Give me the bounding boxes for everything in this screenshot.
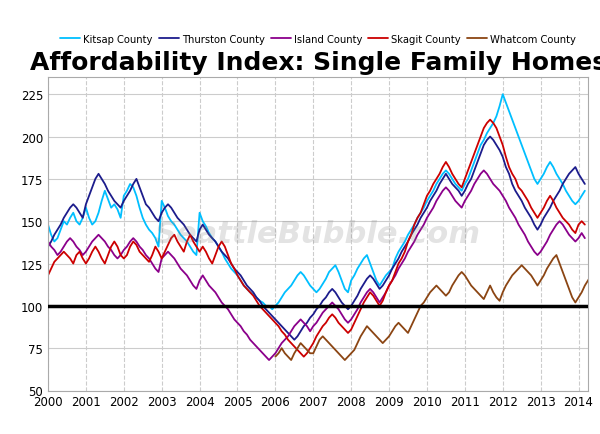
Skagit County: [382, 290, 389, 295]
Kitsap County: [44, 223, 52, 228]
Skagit County: [364, 295, 371, 300]
Kitsap County: [531, 177, 538, 182]
Thurston County: [531, 223, 538, 228]
Skagit County: [487, 118, 494, 123]
Line: Thurston County: Thurston County: [48, 137, 585, 340]
Island County: [44, 240, 52, 245]
Island County: [364, 290, 371, 295]
Thurston County: [142, 202, 149, 207]
Kitsap County: [364, 253, 371, 258]
Island County: [265, 358, 272, 363]
Thurston County: [505, 172, 512, 177]
Text: SeattleBubble.com: SeattleBubble.com: [155, 220, 481, 249]
Skagit County: [505, 165, 512, 170]
Island County: [581, 236, 589, 241]
Thurston County: [44, 244, 52, 250]
Skagit County: [581, 223, 589, 228]
Whatcom County: [553, 253, 560, 258]
Island County: [424, 216, 431, 221]
Line: Whatcom County: Whatcom County: [275, 256, 600, 360]
Thurston County: [364, 276, 371, 282]
Kitsap County: [269, 307, 276, 312]
Thurston County: [382, 278, 389, 283]
Line: Island County: Island County: [48, 171, 585, 360]
Skagit County: [424, 194, 431, 199]
Thurston County: [424, 206, 431, 211]
Skagit County: [531, 210, 538, 216]
Skagit County: [142, 256, 149, 261]
Whatcom County: [364, 324, 371, 329]
Title: Affordability Index: Single Family Homes: Affordability Index: Single Family Homes: [29, 51, 600, 75]
Kitsap County: [382, 273, 389, 278]
Whatcom County: [272, 354, 279, 359]
Kitsap County: [505, 109, 512, 115]
Whatcom County: [354, 341, 361, 346]
Legend: Kitsap County, Thurston County, Island County, Skagit County, Whatcom County: Kitsap County, Thurston County, Island C…: [61, 35, 575, 45]
Whatcom County: [436, 286, 443, 292]
Line: Skagit County: Skagit County: [48, 120, 585, 357]
Kitsap County: [142, 223, 149, 228]
Whatcom County: [287, 358, 295, 363]
Island County: [505, 206, 512, 211]
Skagit County: [300, 354, 307, 359]
Island County: [531, 250, 538, 255]
Thurston County: [291, 337, 298, 342]
Kitsap County: [424, 199, 431, 204]
Island County: [142, 253, 149, 258]
Whatcom County: [404, 331, 412, 336]
Thurston County: [487, 135, 494, 140]
Whatcom County: [477, 293, 484, 299]
Line: Kitsap County: Kitsap County: [48, 95, 585, 309]
Island County: [382, 290, 389, 295]
Island County: [480, 168, 487, 174]
Skagit County: [44, 273, 52, 278]
Kitsap County: [581, 189, 589, 194]
Kitsap County: [499, 92, 506, 98]
Thurston County: [581, 182, 589, 187]
